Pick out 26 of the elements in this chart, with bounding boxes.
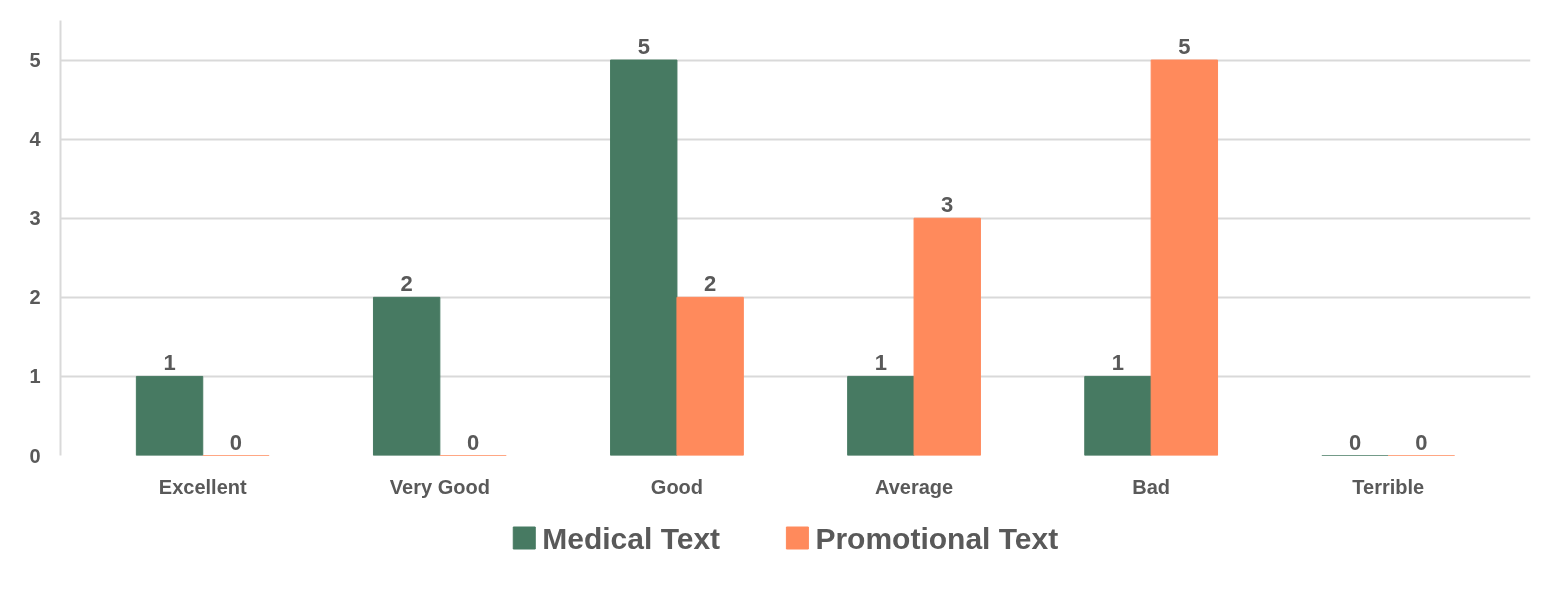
x-tick-label: Bad <box>1132 475 1171 498</box>
y-tick-label: 2 <box>29 286 41 309</box>
data-label: 0 <box>229 429 243 455</box>
x-tick-label: Average <box>874 475 954 498</box>
y-tick-label: 3 <box>29 207 41 230</box>
data-label: 1 <box>874 350 887 376</box>
data-label: 0 <box>1348 429 1362 455</box>
data-label: 5 <box>637 34 650 60</box>
x-tick-label: Good <box>650 475 704 498</box>
legend-label: Promotional Text <box>815 521 1059 555</box>
data-label: 1 <box>163 350 176 376</box>
y-tick-label: 4 <box>29 128 42 151</box>
data-label: 2 <box>704 271 717 297</box>
y-tick-label: 5 <box>29 49 41 72</box>
data-label: 3 <box>941 192 954 218</box>
legend-label: Medical Text <box>542 521 721 555</box>
data-label: 0 <box>1415 429 1428 455</box>
data-label: 0 <box>466 429 480 455</box>
y-tick-label: 1 <box>29 365 41 388</box>
data-label: 2 <box>400 271 413 297</box>
x-tick-label: Very Good <box>389 475 490 498</box>
y-tick-label: 0 <box>29 444 41 467</box>
x-tick-label: Terrible <box>1352 475 1425 498</box>
data-label: 5 <box>1178 34 1191 60</box>
data-label: 1 <box>1111 350 1125 376</box>
x-tick-label: Excellent <box>158 475 248 498</box>
